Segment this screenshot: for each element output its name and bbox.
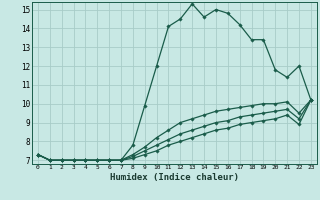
X-axis label: Humidex (Indice chaleur): Humidex (Indice chaleur) xyxy=(110,173,239,182)
